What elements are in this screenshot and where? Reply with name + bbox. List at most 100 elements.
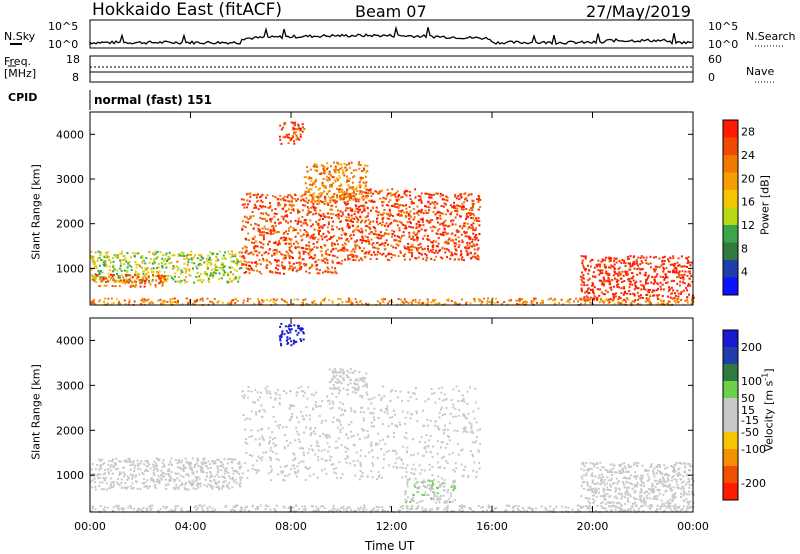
power-cell-0-245 [185, 269, 188, 272]
power-cell-1-44 [95, 274, 98, 277]
power-cell-8-67 [627, 298, 630, 301]
power-cell-8-179 [313, 300, 316, 302]
vel-cell-1-182 [362, 417, 365, 420]
vel-cell-0-330 [98, 476, 101, 479]
power-cell-2-212 [335, 247, 338, 250]
vel-cell-4-20 [427, 493, 430, 496]
vel-cell-0-225 [200, 467, 203, 470]
power-cell-2-129 [284, 215, 287, 218]
power-cell-0-428 [210, 268, 213, 271]
vel-cell-2-7 [358, 370, 361, 373]
power-cell-0-416 [141, 266, 143, 269]
power-cell-1-10 [152, 273, 154, 276]
power-cell-2-69 [260, 195, 263, 198]
power-cell-7-346 [646, 299, 649, 302]
power-cell-2-353 [242, 263, 245, 266]
power-cell-4-390 [467, 253, 470, 256]
vel-cell-0-334 [201, 462, 204, 465]
power-cell-2-581 [243, 245, 246, 248]
vel-cell-1-371 [324, 435, 327, 438]
power-cell-2-551 [292, 257, 294, 259]
vel-cell-3-19 [279, 342, 282, 345]
power-cell-4-291 [430, 241, 433, 244]
power-cell-5-104 [340, 190, 343, 193]
power-cell-6-0 [287, 142, 290, 144]
vel-cell-2-37 [365, 382, 368, 385]
power-cell-3-512 [359, 190, 362, 193]
vel-cell-1-312 [456, 430, 459, 432]
power-cell-8-221 [128, 300, 131, 303]
power-cell-5-233 [329, 184, 332, 187]
power-cell-4-374 [435, 232, 438, 235]
power-cell-7-425 [663, 278, 666, 281]
power-cell-0-337 [228, 280, 231, 283]
vel-cell-0-285 [214, 481, 217, 484]
vel-cell-1-71 [373, 419, 376, 421]
power-cell-4-32 [455, 243, 458, 246]
power-cell-7-445 [607, 276, 610, 279]
power-cell-0-149 [228, 253, 231, 256]
power-cell-8-224 [677, 298, 680, 301]
power-cell-7-189 [618, 273, 621, 276]
power-cell-3-408 [377, 223, 380, 226]
vel-cell-5-47 [650, 485, 653, 488]
power-cell-5-64 [303, 176, 306, 179]
power-cell-1-56 [111, 285, 114, 287]
power-cell-8-131 [265, 299, 268, 301]
power-cell-7-290 [649, 289, 651, 292]
vel-cell-0-105 [170, 471, 173, 474]
power-cell-3-406 [391, 229, 394, 232]
power-cell-5-127 [364, 196, 367, 199]
power-cell-7-277 [620, 277, 623, 280]
power-cell-7-332 [611, 278, 614, 281]
power-cell-2-464 [242, 225, 245, 227]
power-cell-2-636 [337, 262, 340, 265]
vel-cell-3-52 [286, 336, 289, 339]
power-cell-8-93 [493, 302, 496, 305]
vel-cell-1-383 [243, 397, 245, 400]
power-cell-7-317 [671, 263, 674, 266]
power-cell-5-132 [363, 168, 365, 171]
power-cell-0-148 [158, 270, 161, 273]
power-cell-0-370 [161, 264, 164, 267]
power-cell-5-47 [326, 175, 328, 178]
vel-cell-4-50 [418, 486, 421, 488]
power-cell-4-312 [423, 234, 426, 237]
power-cell-2-252 [252, 253, 255, 256]
power-cell-3-235 [360, 221, 362, 224]
power-cell-8-342 [397, 298, 400, 300]
power-cell-4-395 [463, 201, 466, 204]
vel-cell-1-631 [317, 405, 320, 408]
power-cell-8-124 [115, 297, 118, 300]
power-cell-3-216 [403, 227, 406, 230]
power-cell-2-345 [269, 270, 272, 273]
vel-cell-1-124 [241, 472, 244, 475]
vel-cell-2-68 [336, 381, 339, 384]
power-cell-3-355 [353, 240, 356, 243]
power-cell-2-458 [301, 194, 304, 197]
vel-cell-0-71 [140, 460, 143, 463]
power-cell-5-129 [324, 199, 327, 202]
power-cell-8-48 [191, 303, 194, 305]
vel-cell-5-63 [649, 466, 652, 468]
vel-cell-1-696 [341, 408, 343, 411]
vel-cell-1-206 [478, 450, 481, 453]
power-cell-7-385 [612, 293, 614, 296]
power-cell-4-229 [432, 240, 435, 243]
power-cell-6-45 [292, 126, 295, 129]
power-cell-5-24 [320, 164, 323, 167]
vel-cell-1-152 [367, 434, 370, 437]
power-cell-8-116 [119, 302, 122, 305]
vel-cell-0-117 [173, 480, 176, 483]
vel-cell-1-361 [331, 406, 334, 409]
vel-cell-0-268 [202, 458, 205, 461]
power-cell-7-74 [609, 280, 612, 283]
power-cell-5-221 [323, 169, 325, 172]
freq-panel-frame [89, 55, 694, 83]
power-cell-3-66 [401, 235, 403, 238]
power-cell-7-194 [681, 265, 684, 268]
power-cell-3-468 [359, 231, 362, 234]
power-cell-0-157 [172, 267, 174, 270]
vel-cell-1-635 [440, 441, 443, 444]
power-cell-2-429 [302, 233, 305, 236]
